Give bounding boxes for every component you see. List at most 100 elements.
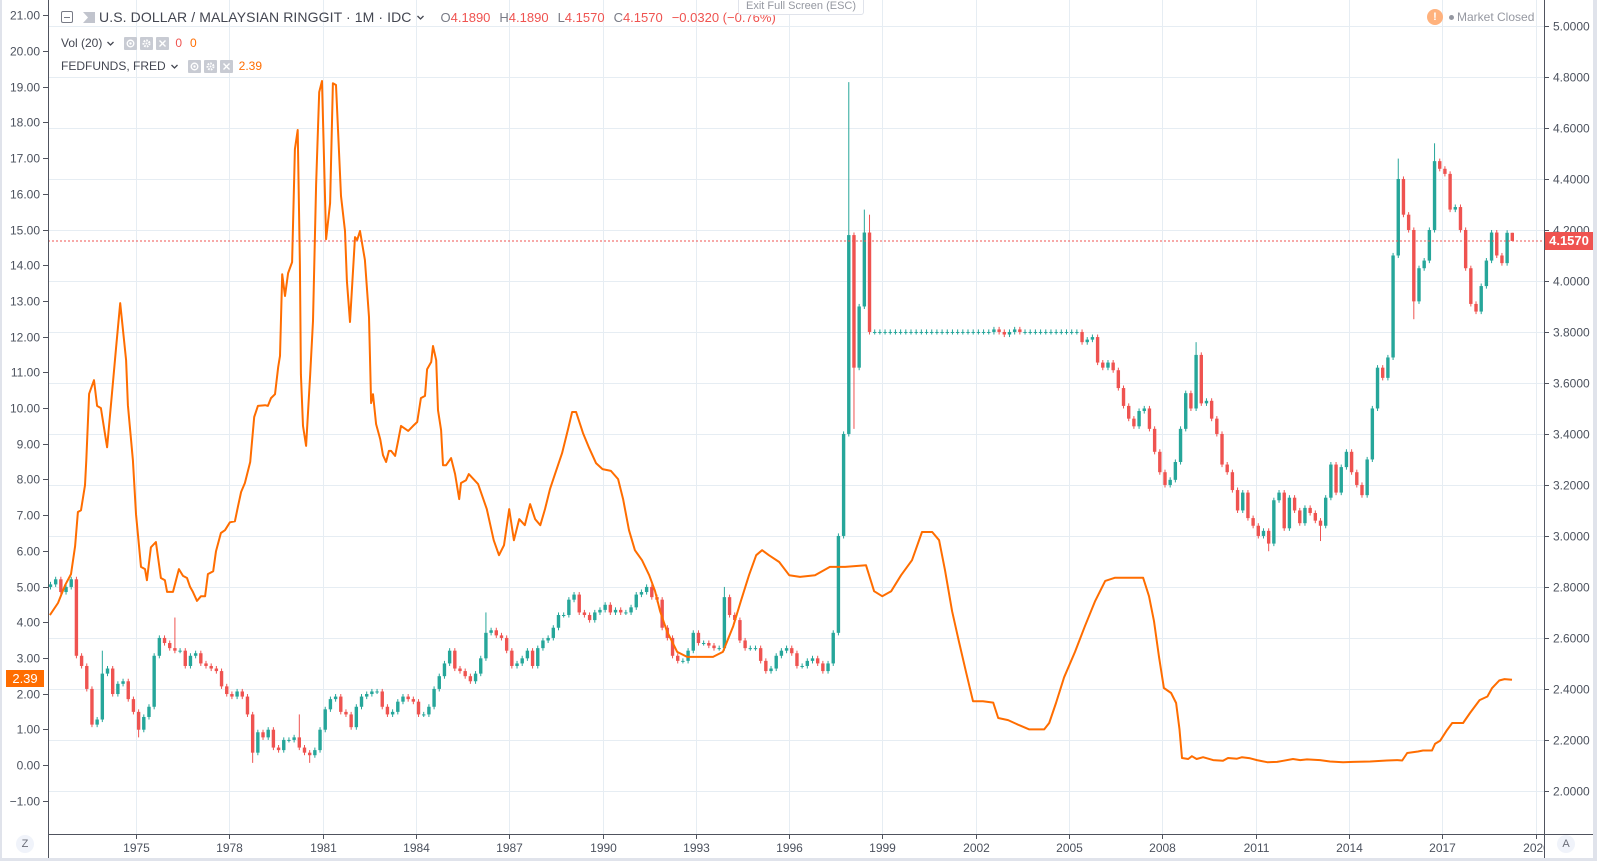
right-axis-label: 2.2000 bbox=[1553, 734, 1590, 748]
candle-body bbox=[1349, 451, 1354, 473]
candle bbox=[214, 665, 219, 674]
candle bbox=[328, 696, 333, 712]
exit-fullscreen-tooltip[interactable]: Exit Full Screen (ESC) bbox=[738, 0, 864, 15]
auto-scale-button[interactable]: A bbox=[1557, 835, 1575, 853]
candle-body bbox=[784, 648, 789, 651]
candle-body bbox=[271, 729, 276, 748]
candle bbox=[1230, 469, 1235, 493]
candle-body bbox=[1344, 451, 1349, 468]
chevron-down-icon[interactable] bbox=[170, 62, 179, 71]
volume-study-name[interactable]: Vol (20) bbox=[61, 36, 103, 50]
candle bbox=[126, 678, 130, 702]
candle-body bbox=[1054, 331, 1058, 333]
candle bbox=[354, 704, 359, 730]
candle-body bbox=[453, 650, 457, 669]
candle-body bbox=[193, 653, 198, 656]
candle bbox=[1427, 227, 1432, 264]
candle bbox=[857, 303, 861, 371]
candle bbox=[608, 602, 613, 615]
market-status: ! Market Closed bbox=[1427, 9, 1534, 25]
right-axis-label: 3.8000 bbox=[1553, 326, 1590, 340]
left-scale-button[interactable]: Z bbox=[16, 835, 34, 853]
right-axis-label: 2.4000 bbox=[1553, 683, 1590, 697]
candle-body bbox=[504, 637, 509, 651]
minus-square-icon[interactable] bbox=[61, 11, 73, 23]
candle bbox=[867, 214, 872, 335]
close-icon[interactable] bbox=[156, 36, 170, 50]
candle bbox=[157, 635, 162, 659]
candle-body bbox=[59, 579, 63, 593]
candle bbox=[494, 627, 498, 638]
eye-icon[interactable] bbox=[187, 59, 201, 73]
candle bbox=[442, 660, 447, 679]
candle bbox=[619, 607, 623, 615]
gear-icon[interactable] bbox=[203, 59, 217, 73]
symbol-title[interactable]: U.S. DOLLAR / MALAYSIAN RINGGIT · 1M · I… bbox=[99, 9, 412, 25]
candle bbox=[1266, 528, 1271, 552]
candle-body bbox=[1147, 408, 1152, 429]
candle bbox=[556, 612, 561, 631]
chevron-down-icon[interactable] bbox=[416, 13, 425, 22]
candle-body bbox=[1075, 331, 1079, 333]
candle-body bbox=[1064, 331, 1069, 333]
candle-body bbox=[494, 630, 498, 636]
candle bbox=[546, 635, 550, 644]
candle-body bbox=[484, 632, 488, 659]
candle bbox=[707, 640, 711, 649]
candle bbox=[1002, 329, 1006, 338]
candle bbox=[987, 329, 991, 335]
volume-study-buttons bbox=[124, 36, 170, 50]
alert-icon[interactable]: ! bbox=[1427, 9, 1443, 25]
gear-icon[interactable] bbox=[140, 36, 154, 50]
candle bbox=[1215, 416, 1219, 437]
candle bbox=[1292, 495, 1297, 513]
eye-icon[interactable] bbox=[124, 36, 138, 50]
candle-body bbox=[1215, 418, 1219, 434]
candle-body bbox=[1168, 479, 1172, 485]
candle-body bbox=[396, 701, 400, 712]
candle-body bbox=[1230, 472, 1235, 491]
candle-body bbox=[64, 586, 68, 593]
candle bbox=[1033, 329, 1038, 335]
axes: 21.00 20.00 19.00 18.00 17.00 16.00 15.00 14.00… bbox=[10, 0, 1597, 858]
candle bbox=[779, 648, 784, 659]
candle-body bbox=[1298, 510, 1302, 524]
candle bbox=[1251, 515, 1255, 529]
candle bbox=[1365, 456, 1369, 498]
candle bbox=[1510, 232, 1515, 241]
candle bbox=[282, 737, 286, 753]
candle-body bbox=[1033, 331, 1038, 333]
candle-body bbox=[712, 645, 716, 649]
candle-body bbox=[950, 331, 955, 333]
plot-area[interactable] bbox=[48, 80, 1544, 764]
candle bbox=[1339, 464, 1343, 496]
close-icon[interactable] bbox=[219, 59, 233, 73]
candle-body bbox=[240, 691, 244, 697]
candle-body bbox=[1038, 331, 1043, 333]
candle bbox=[1075, 329, 1079, 335]
candle bbox=[774, 653, 778, 672]
chevron-down-icon[interactable] bbox=[106, 39, 115, 48]
candle-body bbox=[199, 653, 203, 664]
candle bbox=[302, 745, 307, 756]
right-axis-label: 3.2000 bbox=[1553, 479, 1590, 493]
candle bbox=[1272, 497, 1276, 547]
time-axis-labels: 1975 1978 1981 1984 1987 1990 1993 1996 1999 2002… bbox=[123, 841, 1544, 855]
candle bbox=[401, 694, 405, 705]
candle bbox=[1220, 431, 1224, 468]
candle bbox=[639, 589, 644, 598]
candle-body bbox=[790, 648, 794, 654]
fedfunds-study-name[interactable]: FEDFUNDS, FRED bbox=[61, 59, 166, 73]
candle-body bbox=[971, 331, 975, 333]
candle-body bbox=[85, 665, 89, 689]
flag-icon bbox=[83, 11, 95, 23]
candle-body bbox=[852, 235, 856, 368]
candle-body bbox=[1370, 408, 1375, 460]
candle bbox=[1121, 385, 1126, 409]
candle-body bbox=[1329, 464, 1333, 498]
candle-body bbox=[1173, 462, 1178, 480]
candle-body bbox=[447, 650, 452, 664]
candle bbox=[541, 637, 545, 651]
candle bbox=[458, 665, 462, 674]
